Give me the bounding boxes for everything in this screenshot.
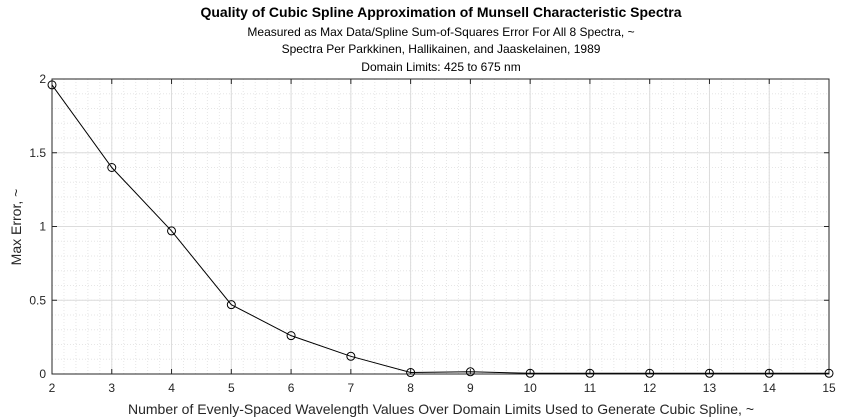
y-axis-label: Max Error, ~: [8, 189, 24, 266]
series: [47, 80, 834, 378]
chart-subtitle-line-2: Spectra Per Parkkinen, Hallikainen, and …: [282, 42, 601, 56]
data-point-marker: [167, 226, 177, 236]
x-tick-label: 14: [763, 381, 777, 395]
data-point-marker: [824, 368, 834, 378]
y-tick-label: 2: [39, 72, 46, 86]
data-point-marker: [704, 368, 714, 378]
x-tick-label: 3: [108, 381, 115, 395]
y-tick-label: 1: [39, 220, 46, 234]
data-point-marker: [47, 80, 57, 90]
x-tick-label: 12: [643, 381, 657, 395]
x-tick-label: 9: [467, 381, 474, 395]
x-axis-label: Number of Evenly-Spaced Wavelength Value…: [128, 401, 754, 417]
x-tick-label: 6: [288, 381, 295, 395]
chart-subtitle-line-1: Measured as Max Data/Spline Sum-of-Squar…: [247, 25, 634, 39]
x-tick-label: 13: [703, 381, 717, 395]
x-tick-label: 5: [228, 381, 235, 395]
x-tick-label: 15: [822, 381, 836, 395]
grid: [51, 78, 830, 375]
x-tick-label: 7: [348, 381, 355, 395]
series-line: [51, 84, 829, 374]
y-tick-label: 0.5: [29, 293, 46, 307]
x-tick-label: 10: [523, 381, 537, 395]
x-tick-label: 4: [168, 381, 175, 395]
x-tick-label: 8: [407, 381, 414, 395]
x-tick-label: 2: [49, 381, 56, 395]
data-point-marker: [585, 368, 595, 378]
data-point-marker: [525, 368, 535, 378]
data-point-marker: [406, 368, 416, 378]
chart-title: Quality of Cubic Spline Approximation of…: [200, 4, 681, 20]
chart-subtitle-line-3: Domain Limits: 425 to 675 nm: [361, 60, 520, 74]
x-tick-label: 11: [584, 381, 597, 395]
data-point-marker: [764, 368, 774, 378]
y-tick-label: 1.5: [29, 146, 46, 160]
data-point-marker: [286, 331, 296, 341]
data-point-marker: [465, 367, 475, 377]
data-point-marker: [645, 368, 655, 378]
data-point-marker: [346, 351, 356, 361]
ticks: 2 3 4 5 6 7 8 9 10 11 12 13 14 15 0 0.5 1 1.5 2: [29, 72, 836, 395]
data-point-marker: [226, 300, 236, 310]
data-point-marker: [107, 163, 117, 172]
y-tick-label: 0: [39, 367, 46, 381]
